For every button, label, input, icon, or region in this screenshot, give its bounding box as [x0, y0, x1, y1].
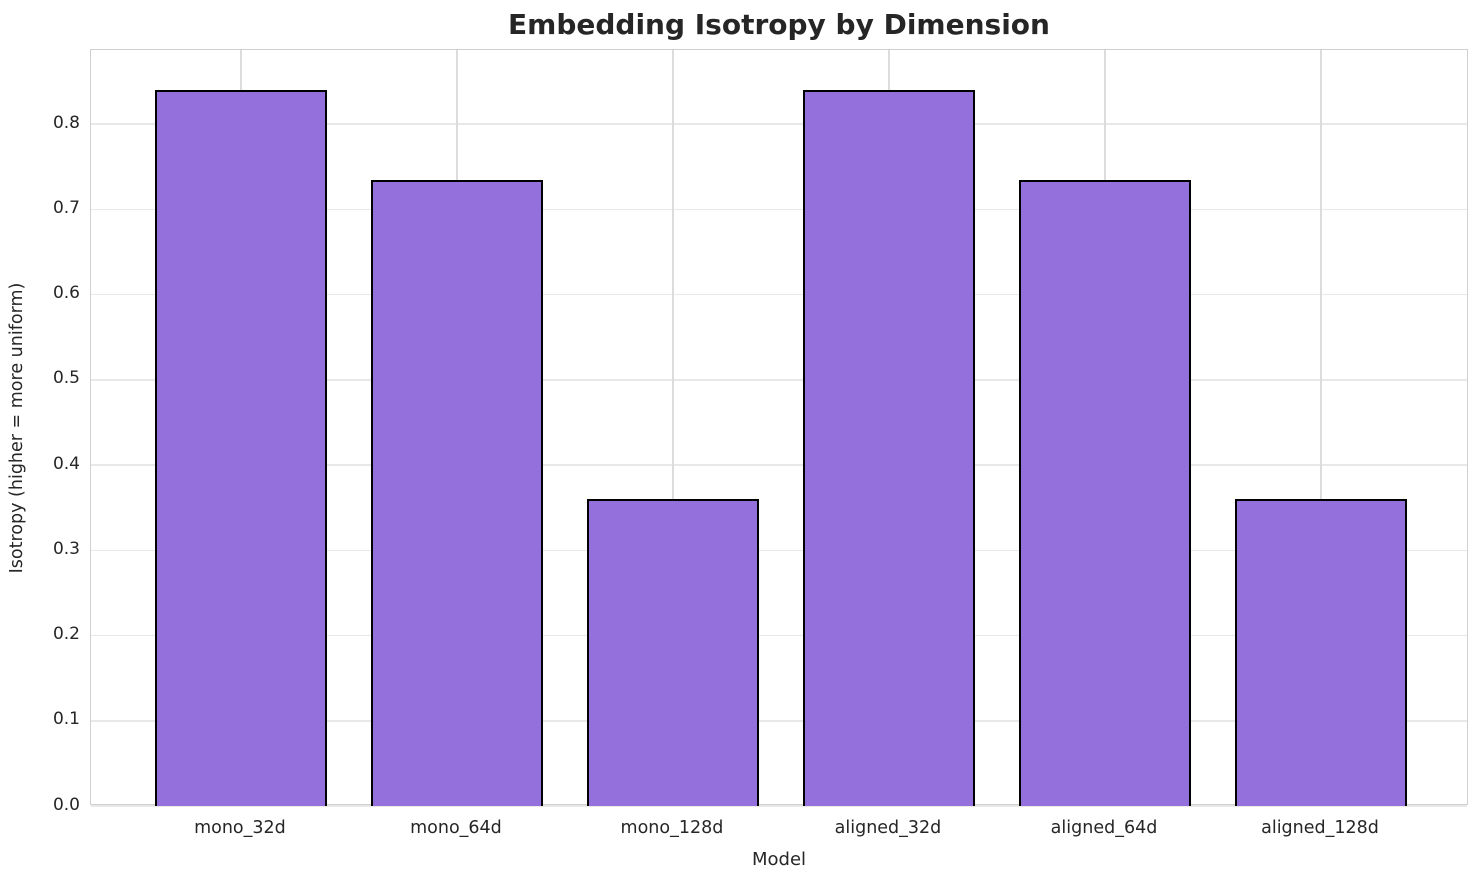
y-tick-label: 0.0 — [52, 794, 80, 815]
y-tick-label: 0.4 — [52, 453, 80, 474]
chart-title: Embedding Isotropy by Dimension — [508, 8, 1050, 41]
bar-mono_64d — [370, 179, 544, 806]
y-tick-label: 0.7 — [52, 197, 80, 218]
y-tick-label: 0.6 — [52, 283, 80, 304]
x-tick-label: mono_128d — [620, 818, 724, 838]
bar-aligned_32d — [802, 90, 976, 806]
x-tick-label: aligned_64d — [1050, 818, 1158, 838]
gridline-horizontal — [91, 464, 1467, 466]
y-tick-label: 0.3 — [52, 538, 80, 559]
gridline-vertical — [672, 50, 674, 804]
x-axis-label: Model — [751, 849, 807, 870]
gridline-horizontal — [91, 805, 1467, 807]
bar-aligned_64d — [1018, 179, 1192, 806]
gridline-horizontal — [91, 720, 1467, 722]
y-tick-label: 0.2 — [52, 624, 80, 645]
x-tick-label: mono_64d — [410, 818, 502, 838]
gridline-horizontal — [91, 549, 1467, 552]
y-tick-label: 0.1 — [52, 709, 80, 730]
gridline-horizontal — [91, 123, 1467, 125]
bar-aligned_128d — [1234, 499, 1408, 806]
y-tick-label: 0.5 — [52, 368, 80, 389]
x-tick-label: aligned_32d — [834, 818, 942, 838]
bar-mono_128d — [586, 499, 760, 806]
gridline-horizontal — [91, 634, 1467, 637]
gridline-vertical — [1320, 50, 1322, 804]
gridline-horizontal — [91, 293, 1467, 296]
bar-mono_32d — [154, 90, 328, 806]
gridline-horizontal — [91, 208, 1467, 211]
plot-area — [90, 49, 1468, 807]
x-tick-label: mono_32d — [194, 818, 286, 838]
gridline-horizontal — [91, 379, 1467, 381]
y-tick-label: 0.8 — [52, 112, 80, 133]
x-tick-label: aligned_128d — [1261, 818, 1379, 838]
